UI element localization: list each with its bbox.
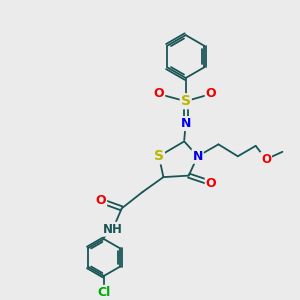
Text: Cl: Cl (97, 286, 110, 299)
Text: O: O (96, 194, 106, 207)
Text: O: O (261, 153, 271, 166)
Text: N: N (181, 117, 191, 130)
Text: O: O (206, 87, 216, 100)
Text: NH: NH (103, 223, 123, 236)
Text: N: N (192, 150, 203, 163)
Text: O: O (154, 87, 164, 100)
Text: S: S (181, 94, 191, 108)
Text: S: S (154, 149, 164, 163)
Text: O: O (206, 177, 216, 190)
